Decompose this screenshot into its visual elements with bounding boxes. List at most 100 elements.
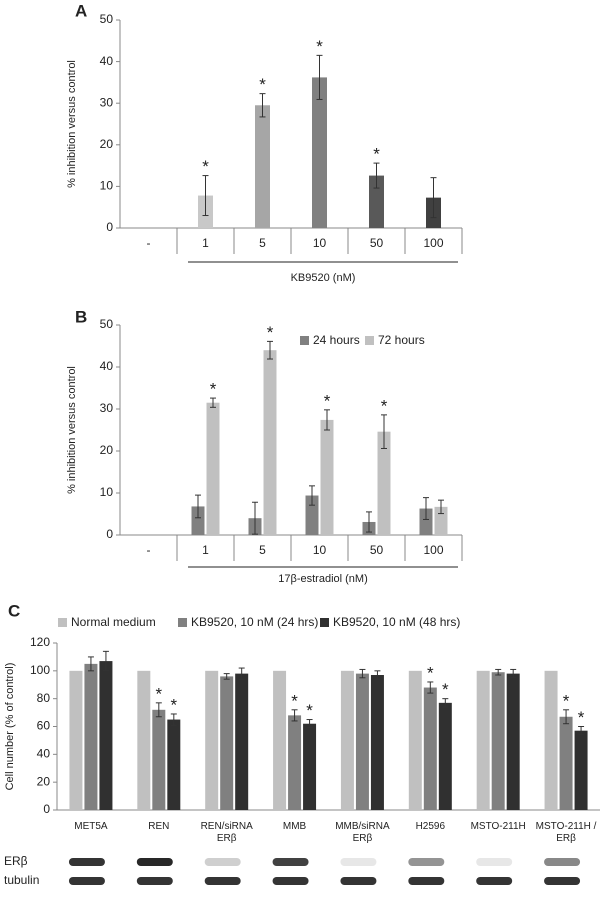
x-tick-label: 100: [423, 236, 443, 250]
y-tick-label: 50: [100, 12, 114, 26]
bar: [255, 105, 270, 228]
significance-star: *: [578, 708, 585, 727]
x-axis-label: KB9520 (nM): [291, 272, 356, 284]
bar: [434, 506, 448, 535]
x-tick-label: REN: [148, 821, 169, 832]
bar: [152, 709, 166, 810]
panel-letter: A: [75, 1, 87, 20]
error-bar: [423, 497, 429, 520]
bar: [303, 723, 317, 810]
bar: [205, 670, 219, 810]
error-bar: [267, 340, 273, 360]
bar: [99, 661, 113, 810]
error-bar: [210, 397, 216, 408]
legend-swatch: [365, 336, 374, 345]
error-bar: [438, 499, 444, 515]
significance-star: *: [442, 680, 449, 699]
bar: [69, 670, 83, 810]
bar: [423, 687, 437, 810]
bar: [438, 702, 452, 810]
legend-label: KB9520, 10 nM (24 hrs): [191, 615, 318, 629]
x-tick-label: 50: [370, 543, 384, 557]
significance-star: *: [324, 391, 331, 410]
legend-swatch: [58, 618, 67, 627]
error-bar: [223, 673, 230, 680]
error-bar: [155, 702, 162, 718]
error-bar: [170, 713, 177, 726]
y-tick-label: 50: [100, 317, 114, 331]
legend-swatch: [178, 618, 187, 627]
x-tick-label: MSTO-211H: [471, 821, 526, 832]
error-bar: [442, 698, 449, 708]
y-tick-label: 40: [100, 359, 114, 373]
y-tick-label: 0: [106, 527, 113, 541]
bar: [369, 175, 384, 228]
legend-label: KB9520, 10 nM (48 hrs): [333, 615, 460, 629]
error-bar: [563, 709, 570, 725]
error-bar: [102, 650, 109, 672]
significance-star: *: [563, 691, 570, 710]
y-tick-label: 10: [100, 485, 114, 499]
significance-star: *: [373, 145, 380, 164]
error-bar: [324, 409, 330, 431]
bar: [419, 508, 433, 535]
x-tick-label: REN/siRNA ERβ: [201, 821, 254, 844]
y-tick-label: 20: [100, 443, 114, 457]
significance-star: *: [259, 75, 266, 94]
blot-band: [68, 858, 105, 866]
error-bar: [195, 494, 201, 519]
y-tick-label: 80: [37, 691, 51, 705]
bar: [84, 663, 98, 810]
significance-star: *: [381, 396, 388, 415]
error-bar: [259, 93, 266, 118]
y-axis-label: % inhibition versus control: [66, 60, 78, 188]
blot-band: [476, 858, 513, 866]
bar: [312, 77, 327, 229]
error-bar: [202, 175, 209, 217]
y-tick-label: 10: [100, 179, 114, 193]
x-tick-label: -: [147, 236, 151, 250]
x-tick-label: H2596: [416, 821, 446, 832]
blot-band: [544, 858, 581, 866]
bar: [137, 670, 151, 810]
y-tick-label: 100: [30, 663, 50, 677]
bar: [340, 670, 354, 810]
x-tick-label: 1: [202, 543, 209, 557]
error-bar: [430, 177, 437, 219]
x-tick-label: 100: [423, 543, 443, 557]
blot-band: [272, 877, 309, 885]
y-tick-label: 40: [100, 54, 114, 68]
blot-label: tubulin: [4, 873, 39, 887]
y-tick-label: 40: [37, 747, 51, 761]
bar: [320, 419, 334, 535]
y-tick-label: 0: [43, 802, 50, 816]
y-tick-label: 20: [100, 137, 114, 151]
blot-band: [408, 877, 445, 885]
bar: [491, 672, 505, 810]
blot-band: [476, 877, 513, 885]
significance-star: *: [171, 695, 178, 714]
x-tick-label: 50: [370, 236, 384, 250]
y-tick-label: 30: [100, 95, 114, 109]
error-bar: [306, 719, 313, 729]
bar: [288, 715, 302, 810]
y-tick-label: 120: [30, 635, 50, 649]
error-bar: [87, 656, 94, 672]
blot-band: [408, 858, 445, 866]
significance-star: *: [156, 684, 163, 703]
blot-band: [136, 858, 173, 866]
significance-star: *: [427, 663, 434, 682]
error-bar: [374, 670, 381, 680]
error-bar: [366, 511, 372, 533]
significance-star: *: [291, 691, 298, 710]
error-bar: [238, 667, 245, 680]
significance-star: *: [210, 380, 217, 399]
x-tick-label: MSTO-211H / ERβ: [536, 821, 597, 844]
bar: [263, 350, 277, 535]
bar: [370, 675, 384, 810]
bar: [408, 670, 422, 810]
blot-band: [136, 877, 173, 885]
x-tick-label: 10: [313, 543, 327, 557]
error-bar: [316, 54, 323, 100]
bar: [167, 719, 181, 810]
